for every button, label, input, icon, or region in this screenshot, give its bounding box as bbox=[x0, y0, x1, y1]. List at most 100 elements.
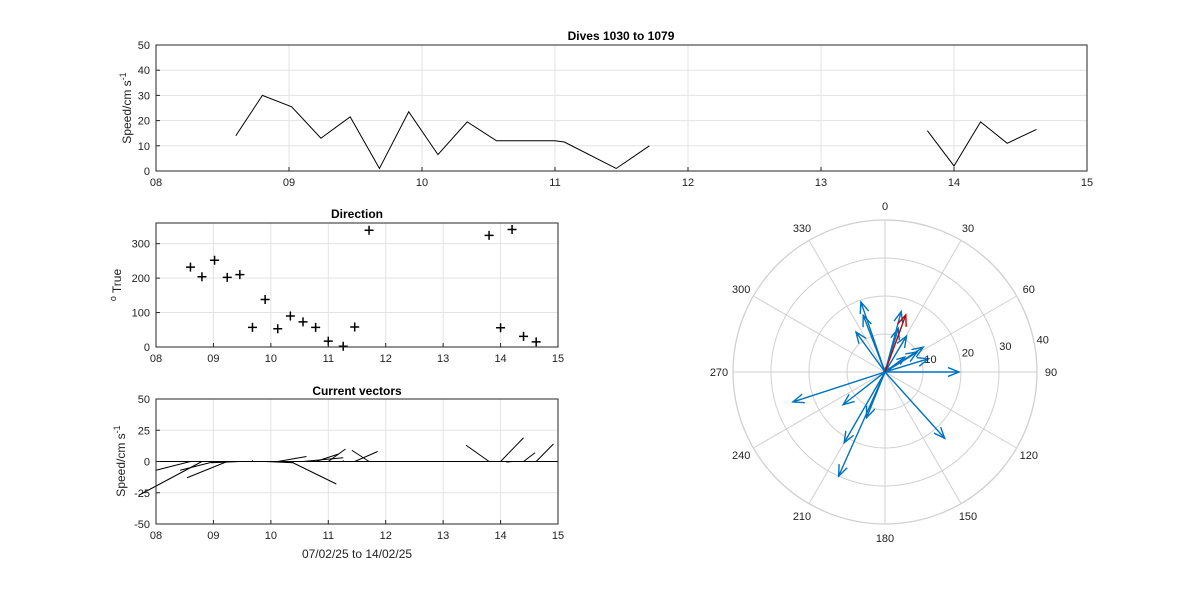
current-vector-stick bbox=[277, 456, 307, 462]
polar-current-arrow bbox=[842, 371, 886, 406]
direction-point bbox=[311, 322, 321, 332]
vectors-ylabel: Speed/cm s-1 bbox=[112, 425, 128, 496]
polar-current-arrow bbox=[884, 335, 908, 373]
p1-ytick-label: 20 bbox=[138, 116, 150, 128]
polar-angle-label: 30 bbox=[962, 223, 974, 235]
polar-current-arrow bbox=[865, 371, 886, 419]
direction-point bbox=[273, 324, 283, 334]
current-vector-stick bbox=[523, 452, 536, 462]
direction-point bbox=[185, 262, 195, 272]
direction-point bbox=[350, 322, 360, 332]
polar-angle-label: 150 bbox=[959, 511, 977, 523]
current-vector-stick bbox=[327, 448, 346, 462]
p2-xtick-label: 12 bbox=[380, 353, 392, 365]
polar-current-arrow bbox=[855, 331, 886, 373]
current-vector-stick bbox=[179, 461, 215, 471]
current-vector-stick bbox=[535, 443, 554, 462]
p1-ytick-label: 50 bbox=[138, 40, 150, 52]
polar-current-arrow-head bbox=[865, 405, 876, 420]
polar-current-arrow-head bbox=[837, 464, 848, 478]
polar-radius-label: 10 bbox=[924, 354, 936, 366]
current-vector-stick bbox=[465, 444, 490, 462]
polar-angle-label: 270 bbox=[710, 367, 728, 379]
polar-spoke bbox=[753, 295, 886, 373]
p1-xtick-label: 09 bbox=[283, 177, 295, 189]
p2-xtick-label: 14 bbox=[494, 353, 506, 365]
p2-xtick-label: 13 bbox=[437, 353, 449, 365]
polar-current-arrow bbox=[884, 371, 946, 439]
p1-xtick-label: 14 bbox=[948, 177, 960, 189]
polar-angle-label: 60 bbox=[1023, 284, 1035, 296]
direction-point bbox=[247, 322, 257, 332]
polar-angle-label: 300 bbox=[732, 284, 750, 296]
p2-xtick-label: 08 bbox=[150, 353, 162, 365]
speed-series-line bbox=[927, 121, 1037, 167]
p3-xtick-label: 08 bbox=[150, 530, 162, 542]
polar-radius-label: 20 bbox=[962, 347, 974, 359]
direction-point bbox=[496, 323, 506, 333]
p3-ytick-label: -25 bbox=[134, 488, 150, 500]
polar-current-arrow-head bbox=[911, 346, 925, 358]
polar-current-arrow-head bbox=[896, 334, 908, 349]
direction-point bbox=[222, 272, 232, 282]
p1-ytick-label: 0 bbox=[144, 166, 150, 178]
direction-point bbox=[338, 341, 348, 351]
p1-ytick-label: 10 bbox=[138, 141, 150, 153]
p3-ytick-label: -50 bbox=[134, 519, 150, 531]
current-vector-stick bbox=[155, 461, 191, 471]
direction-point bbox=[197, 272, 207, 282]
direction-panel: Direction 08 09 10 11 12 13 14 15 0 100 200 300 oTr… bbox=[108, 207, 564, 365]
p3-xtick-label: 14 bbox=[494, 530, 506, 542]
p3-ytick-label: 25 bbox=[138, 425, 150, 437]
p2-xtick-label: 15 bbox=[552, 353, 564, 365]
current-vector-stick bbox=[265, 461, 294, 464]
vectors-title: Current vectors bbox=[312, 384, 402, 398]
direction-title: Direction bbox=[331, 207, 383, 221]
polar-angle-label: 0 bbox=[882, 201, 888, 213]
polar-radius-label: 30 bbox=[999, 341, 1011, 353]
p1-xtick-label: 10 bbox=[416, 177, 428, 189]
p3-xtick-label: 11 bbox=[323, 530, 334, 542]
polar-angle-label: 240 bbox=[732, 450, 750, 462]
polar-current-arrow-head bbox=[890, 326, 901, 341]
p1-xtick-label: 12 bbox=[682, 177, 694, 189]
current-vector-stick bbox=[506, 461, 513, 463]
direction-point bbox=[519, 331, 529, 341]
current-vector-stick bbox=[500, 437, 524, 462]
speed-title: Dives 1030 to 1079 bbox=[568, 29, 675, 43]
polar-current-arrow-head bbox=[791, 393, 805, 404]
polar-current-arrow-head bbox=[947, 366, 961, 378]
polar-current-arrow bbox=[792, 371, 886, 403]
direction-point bbox=[364, 225, 374, 235]
polar-mean-arrow-head bbox=[897, 313, 907, 327]
polar-spoke bbox=[884, 371, 962, 504]
polar-spoke bbox=[884, 295, 1017, 373]
polar-spoke bbox=[753, 371, 886, 449]
vectors-panel: Current vectors 08 09 10 11 12 13 14 15 -50 -25 0 2… bbox=[112, 384, 564, 561]
polar-current-arrow-head bbox=[859, 300, 870, 314]
polar-current-arrow-head bbox=[841, 394, 855, 406]
direction-point bbox=[235, 270, 245, 280]
polar-angle-label: 90 bbox=[1045, 367, 1057, 379]
p2-ytick-label: 0 bbox=[144, 342, 150, 354]
p2-xtick-label: 09 bbox=[207, 353, 219, 365]
direction-point bbox=[298, 317, 308, 327]
p2-xtick-label: 10 bbox=[265, 353, 277, 365]
p3-xtick-label: 10 bbox=[265, 530, 277, 542]
polar-angle-label: 330 bbox=[793, 223, 811, 235]
current-vector-stick bbox=[315, 453, 339, 462]
polar-current-arrow-head bbox=[862, 313, 872, 328]
polar-angle-label: 180 bbox=[876, 533, 894, 545]
speed-panel: Dives 1030 to 1079 08 09 10 11 12 13 14 15 0 10 20… bbox=[118, 29, 1093, 189]
p1-xtick-label: 13 bbox=[815, 177, 827, 189]
p3-xtick-label: 15 bbox=[552, 530, 564, 542]
polar-current-arrow bbox=[884, 311, 902, 373]
p1-xtick-label: 08 bbox=[150, 177, 162, 189]
p2-xtick-label: 11 bbox=[323, 353, 334, 365]
direction-point bbox=[531, 337, 541, 347]
direction-point bbox=[507, 225, 517, 235]
current-vector-stick bbox=[186, 461, 228, 479]
polar-current-arrow-head bbox=[887, 366, 893, 372]
direction-point bbox=[260, 294, 270, 304]
p3-xtick-label: 13 bbox=[437, 530, 449, 542]
